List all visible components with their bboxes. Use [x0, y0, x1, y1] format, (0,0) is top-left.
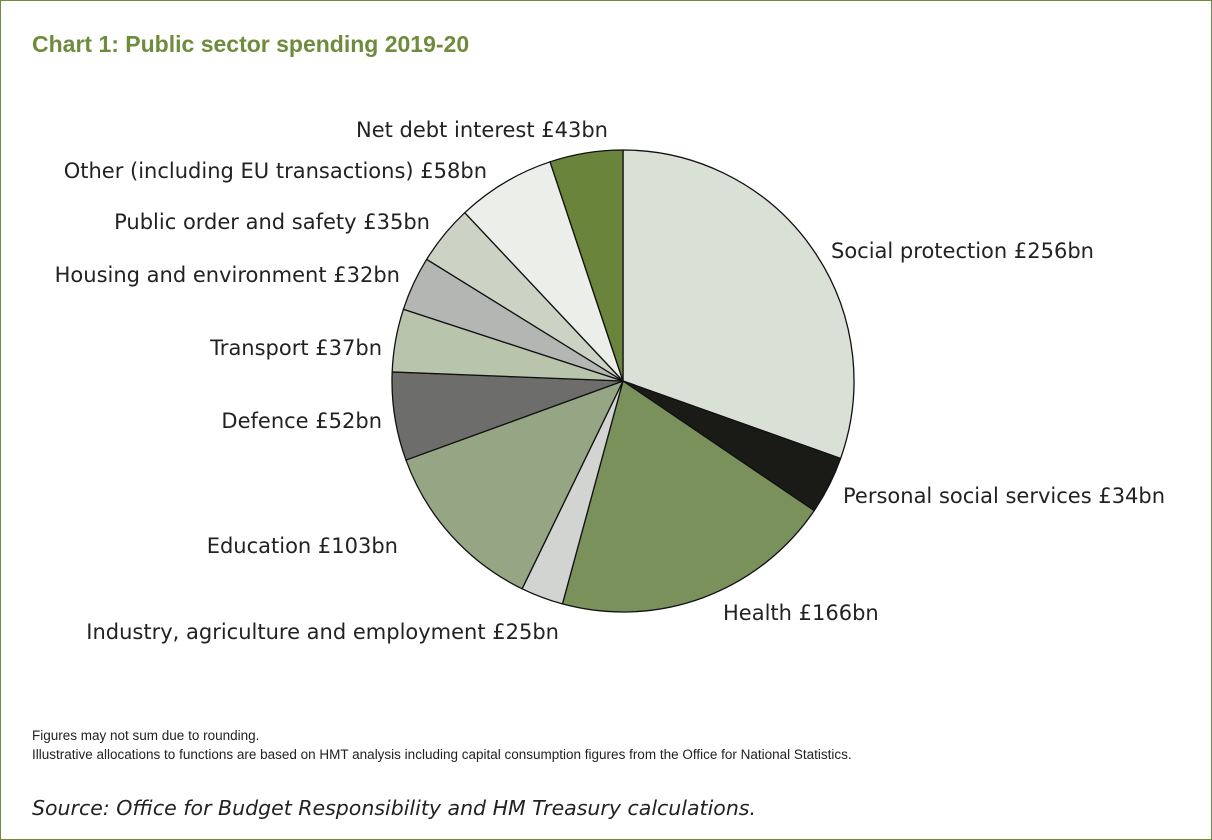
pie-labels: Social protection £256bn Personal social …: [55, 118, 1165, 644]
slice-net-debt-interest: [549, 149, 624, 382]
label-public-order-and-safety: Public order and safety £35bn: [114, 210, 430, 234]
label-defence: Defence £52bn: [221, 409, 382, 433]
rounding-note: Figures may not sum due to rounding.: [32, 728, 260, 743]
pie-slices: [391, 149, 855, 613]
slice-social-protection: [622, 149, 855, 460]
chart-title: Chart 1: Public sector spending 2019-20: [32, 31, 470, 57]
label-personal-social-services: Personal social services £34bn: [843, 484, 1165, 508]
slice-education: [405, 380, 624, 590]
slice-health: [561, 380, 815, 613]
allocation-note: Illustrative allocations to functions ar…: [32, 747, 852, 762]
label-net-debt-interest: Net debt interest £43bn: [356, 118, 608, 142]
label-housing-and-environment: Housing and environment £32bn: [55, 263, 400, 287]
label-other-including-eu-transactions: Other (including EU transactions) £58bn: [64, 159, 487, 183]
label-health: Health £166bn: [723, 601, 879, 625]
label-social-protection: Social protection £256bn: [831, 239, 1094, 263]
label-education: Education £103bn: [207, 534, 398, 558]
pie-chart: Social protection £256bn Personal social …: [55, 118, 1165, 644]
label-transport: Transport £37bn: [209, 336, 382, 360]
label-industry-agriculture-and-employment: Industry, agriculture and employment £25…: [86, 620, 559, 644]
source-line: Source: Office for Budget Responsibility…: [32, 796, 757, 820]
